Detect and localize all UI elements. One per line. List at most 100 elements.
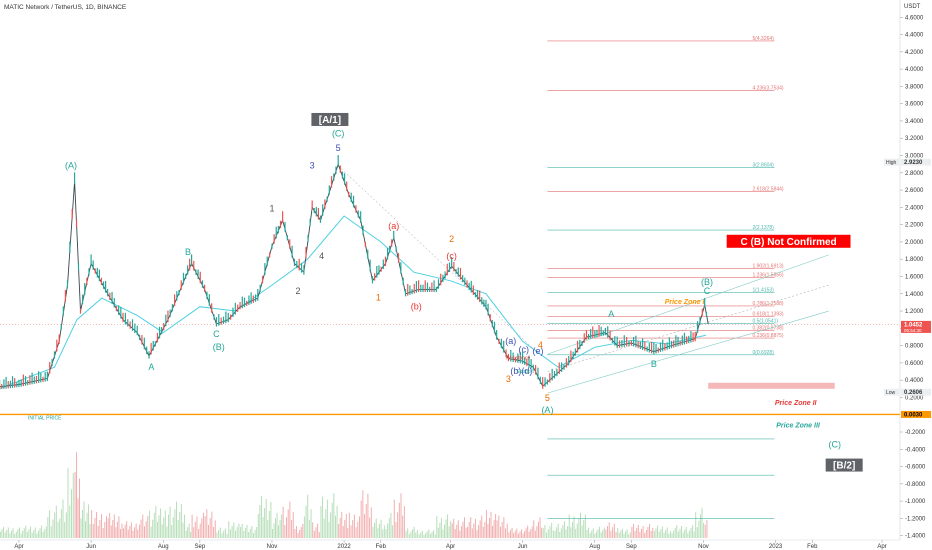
volume-bar: [589, 533, 591, 538]
candle: [500, 338, 502, 349]
volume-bar: [471, 528, 473, 538]
candle: [664, 343, 666, 351]
volume-bar: [37, 530, 39, 538]
volume-bar: [374, 522, 376, 538]
candle: [384, 256, 387, 267]
volume-bar: [556, 527, 558, 538]
volume-bar: [588, 527, 590, 538]
candle: [466, 280, 468, 288]
candle: [429, 286, 431, 293]
volume-bar: [666, 527, 668, 538]
volume-bar: [506, 523, 508, 538]
candle: [152, 340, 154, 351]
candle: [590, 329, 592, 339]
candle: [109, 292, 111, 301]
wave-label: (b)(d): [510, 366, 532, 376]
volume-bar: [610, 530, 612, 538]
candle: [675, 335, 677, 347]
volume-bar: [353, 514, 355, 538]
volume-bar: [226, 534, 228, 538]
volume-bar: [476, 530, 478, 538]
candle: [35, 376, 38, 384]
volume-bar: [34, 527, 36, 538]
volume-bar: [233, 522, 235, 538]
candle: [136, 325, 138, 336]
candle: [659, 342, 662, 352]
candle: [69, 241, 71, 254]
volume-bar: [505, 528, 507, 538]
candle: [346, 181, 348, 191]
candle: [402, 277, 404, 286]
volume-bar: [492, 526, 494, 538]
wave-label: A: [608, 309, 614, 319]
volume-bar: [490, 512, 492, 538]
volume-bar: [439, 522, 441, 538]
volume-bar: [259, 505, 261, 538]
x-tick-label: Nov: [267, 544, 278, 550]
candle: [382, 259, 384, 269]
volume-bar: [147, 516, 149, 538]
volume-bar: [49, 510, 51, 538]
price-axis[interactable]: 4.6000 4.4000 4.2000 4.0000 3.8000 3.6000 3.40…: [900, 15, 926, 540]
price-series: [0, 155, 709, 390]
y-tick-label: 4.4000: [905, 33, 924, 39]
candle: [243, 297, 246, 308]
volume-bar: [536, 526, 538, 538]
candle: [27, 380, 29, 386]
candle: [489, 314, 491, 322]
volume-bar: [402, 515, 404, 538]
volume-bar: [375, 518, 377, 538]
volume-bar: [628, 534, 630, 538]
channel-mid: [547, 284, 829, 372]
candle: [62, 306, 64, 316]
volume-bar: [503, 517, 505, 538]
volume-bar: [12, 528, 14, 538]
volume-bar: [42, 531, 44, 538]
candle: [376, 265, 378, 278]
volume-bar: [456, 524, 458, 538]
candle: [364, 241, 366, 248]
candle: [73, 172, 76, 185]
candle: [570, 350, 572, 363]
volume-bar: [344, 520, 346, 538]
volume-bar: [508, 532, 510, 538]
volume-bar: [315, 527, 317, 538]
wave-label: (c): [519, 345, 530, 355]
volume-bar: [287, 509, 289, 538]
volume-bar: [549, 526, 551, 538]
candle: [305, 246, 307, 259]
fib-label: 1(1.4153): [752, 287, 774, 293]
y-tick-label: -0.8000: [905, 482, 926, 488]
candle: [11, 376, 14, 388]
volume-bar: [171, 525, 173, 538]
candle: [628, 340, 630, 347]
candle: [311, 200, 313, 210]
candle: [637, 340, 639, 349]
candle: [286, 235, 288, 241]
volume-bar: [202, 512, 204, 538]
candle: [326, 196, 328, 202]
volume-bar: [367, 493, 369, 538]
volume-bar: [547, 529, 549, 538]
candle: [348, 191, 350, 197]
x-tick-label: Jun: [86, 544, 96, 550]
candle: [472, 285, 474, 295]
volume-bar: [560, 528, 562, 538]
box-label: [A/1]: [319, 115, 341, 126]
time-axis[interactable]: Apr Jun Aug Sep Nov 2022 Feb Apr Jun Aug Sep Nov 202…: [0, 539, 900, 550]
volume-bar: [592, 528, 594, 538]
candle: [104, 280, 107, 293]
candle: [215, 317, 218, 327]
y-tick-label: 1.4000: [905, 292, 924, 298]
candle: [380, 266, 382, 272]
volume-bar: [167, 514, 169, 538]
candle: [319, 215, 322, 223]
wave-label: (e): [532, 346, 543, 356]
volume-bar: [642, 526, 644, 538]
volume-bar: [204, 516, 206, 538]
volume-bar: [152, 519, 154, 538]
volume-bar: [350, 525, 352, 538]
volume-bar: [415, 532, 417, 538]
